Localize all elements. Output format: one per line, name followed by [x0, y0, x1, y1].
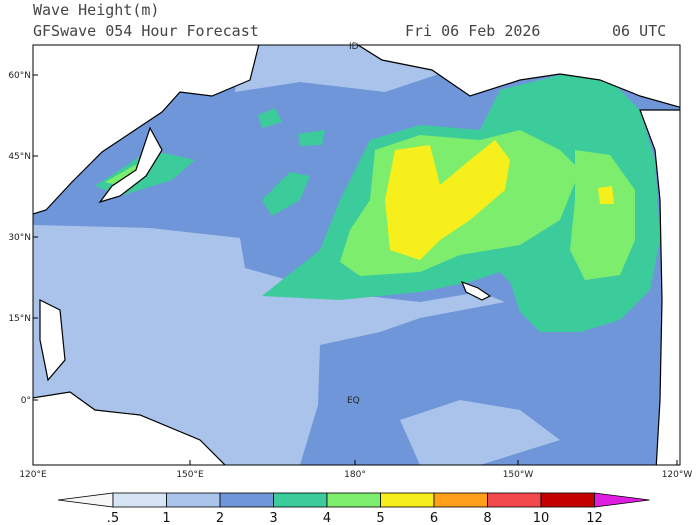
colorbar-cap	[57, 492, 114, 508]
map-field	[33, 45, 680, 465]
map-axes: 60°N 45°N 30°N 15°N 0° 120°E 150°E 180° 150°W 120…	[8, 71, 692, 480]
wave-region	[33, 225, 505, 465]
map-time: 06 UTC	[612, 22, 666, 40]
map-date: Fri 06 Feb 2026	[405, 22, 540, 40]
land-america	[639, 109, 680, 465]
colorbar-segment	[219, 492, 274, 508]
colorbar-segment	[380, 492, 435, 508]
colorbar-segment	[487, 492, 542, 508]
colorbar-label: 8	[483, 511, 491, 525]
lon-label: 150°E	[176, 470, 204, 480]
land-hawaii	[460, 280, 492, 301]
dateline-label: ID	[349, 42, 359, 52]
lat-label: 0°	[21, 396, 31, 406]
colorbar-label: 10	[533, 511, 550, 525]
wave-region	[298, 130, 325, 146]
lat-label: 45°N	[8, 152, 31, 162]
colorbar-cap	[594, 492, 650, 508]
land-asia	[33, 45, 260, 215]
colorbar: .5 1 2 3 4 5 6 8 10 12	[57, 492, 650, 525]
map-frame	[32, 44, 681, 466]
colorbar-label: 4	[323, 511, 331, 525]
lon-label: 180°	[344, 470, 366, 480]
colorbar-label: 5	[376, 511, 384, 525]
lon-label: 120°W	[662, 470, 693, 480]
land-japan	[98, 126, 163, 204]
map-title: Wave Height(m)	[33, 1, 159, 19]
wave-region	[258, 108, 282, 128]
map-subtitle: GFSwave 054 Hour Forecast	[33, 22, 259, 40]
wave-region	[262, 172, 310, 216]
land-alaska	[356, 45, 680, 108]
colorbar-segment	[433, 492, 488, 508]
wave-region	[598, 186, 614, 204]
lon-label: 120°E	[19, 470, 47, 480]
equator-label: EQ	[347, 396, 360, 406]
lat-label: 30°N	[8, 233, 31, 243]
lon-label: 150°W	[503, 470, 534, 480]
land-indonesia	[33, 391, 226, 465]
colorbar-segment	[166, 492, 221, 508]
colorbar-segment	[540, 492, 595, 508]
colorbar-label: 2	[216, 511, 224, 525]
colorbar-segment	[326, 492, 381, 508]
wave-region	[570, 150, 635, 280]
colorbar-label: 6	[430, 511, 438, 525]
colorbar-segment	[112, 492, 167, 508]
wave-region	[400, 400, 560, 465]
land-philippines	[39, 299, 66, 382]
colorbar-label: 12	[586, 511, 603, 525]
wave-region	[385, 140, 510, 260]
colorbar-label: 1	[162, 511, 170, 525]
colorbar-label: 3	[269, 511, 277, 525]
lat-label: 60°N	[8, 71, 31, 81]
colorbar-label: .5	[107, 511, 119, 525]
colorbar-segment	[273, 492, 328, 508]
lat-label: 15°N	[8, 314, 31, 324]
